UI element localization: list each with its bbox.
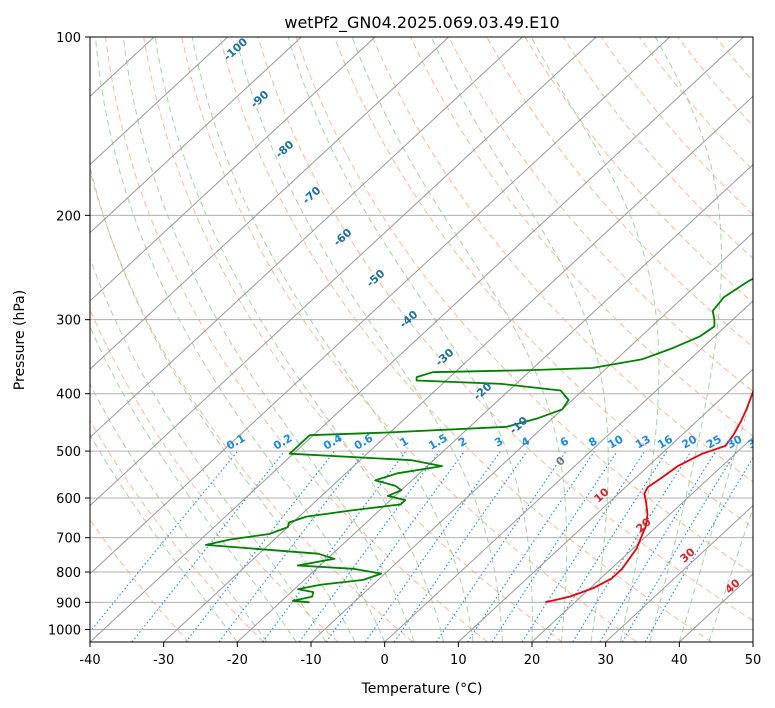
- y-tick-label: 300: [56, 314, 81, 329]
- x-tick-label: -40: [79, 653, 100, 668]
- y-tick-label: 400: [56, 388, 81, 403]
- y-tick-label: 900: [56, 596, 81, 611]
- x-tick-label: 20: [524, 653, 541, 668]
- y-tick-label: 100: [56, 31, 81, 46]
- y-tick-label: 500: [56, 445, 81, 460]
- x-tick-label: 40: [671, 653, 688, 668]
- y-tick-label: 1000: [48, 623, 81, 638]
- x-tick-label: -30: [153, 653, 174, 668]
- y-axis-label: Pressure (hPa): [12, 290, 28, 390]
- x-tick-label: -20: [227, 653, 248, 668]
- y-tick-label: 800: [56, 566, 81, 581]
- x-tick-label: 0: [381, 653, 389, 668]
- y-tick-label: 700: [56, 532, 81, 547]
- x-tick-label: 10: [450, 653, 467, 668]
- y-tick-label: 600: [56, 492, 81, 507]
- x-tick-label: 30: [597, 653, 614, 668]
- x-tick-label: 50: [745, 653, 762, 668]
- x-tick-label: -10: [300, 653, 321, 668]
- chart-title: wetPf2_GN04.2025.069.03.49.E10: [284, 13, 559, 33]
- y-tick-label: 200: [56, 209, 81, 224]
- x-axis-label: Temperature (°C): [361, 681, 483, 697]
